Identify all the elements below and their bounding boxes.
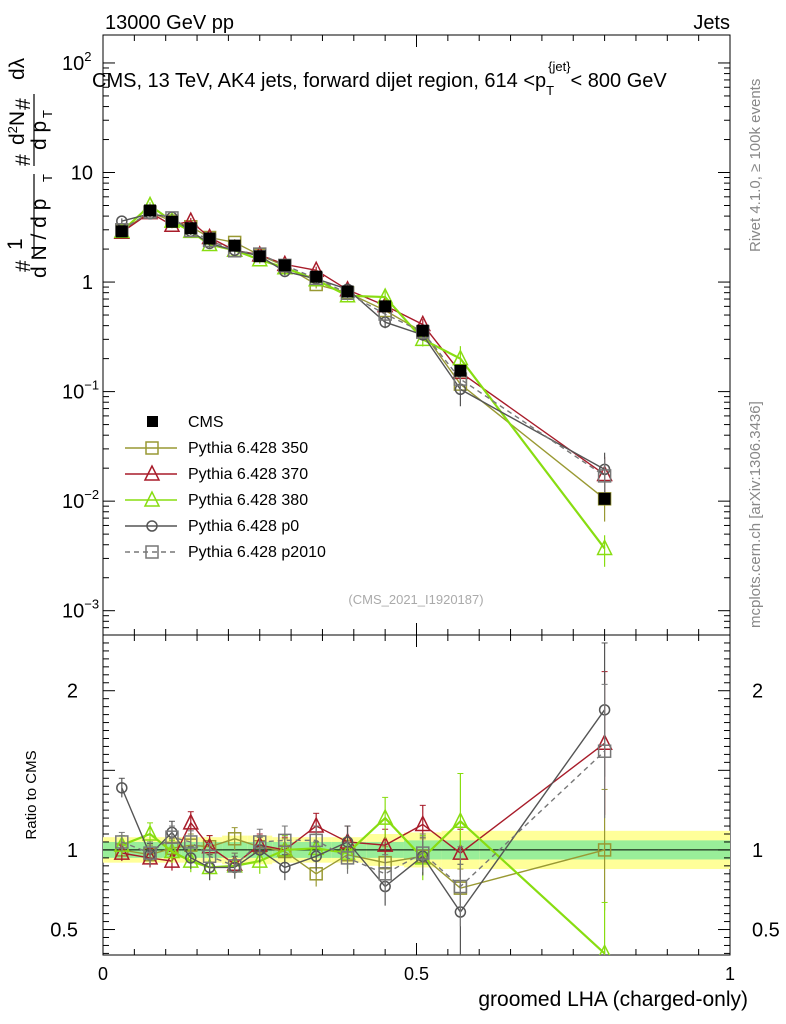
ratio-series-layer [113, 642, 613, 955]
y-tick-label: 1 [82, 272, 93, 294]
legend-series-marker [146, 520, 158, 532]
x-tick-label: 0.5 [404, 964, 429, 984]
cms-data-point [165, 215, 178, 228]
legend-series-label: Pythia 6.428 p0 [188, 518, 299, 535]
mcplots-label: mcplots.cern.ch [arXiv:1306.3436] [747, 401, 764, 628]
ratio-series-point [202, 849, 217, 864]
ratio-series-point [376, 808, 394, 825]
x-tick-label: 1 [725, 964, 735, 984]
ratio-series-point [279, 861, 291, 874]
analysis-watermark: (CMS_2021_I1920187) [348, 592, 483, 607]
ratio-series-point [163, 851, 181, 868]
legend-series-marker [143, 464, 161, 481]
header-jets-label: Jets [693, 12, 730, 34]
main-series-line [121, 211, 605, 477]
ratio-series-point [598, 943, 611, 955]
ratio-y-tick-label: 1 [67, 840, 78, 862]
ratio-series-line [121, 709, 606, 914]
ratio-series-line [121, 750, 606, 888]
legend-series-label: Pythia 6.428 350 [188, 440, 308, 457]
legend-series-label: Pythia 6.428 p2010 [188, 544, 326, 561]
ratio-series-point [163, 841, 181, 859]
main-series-layer [113, 195, 613, 567]
cms-data-point [416, 324, 429, 337]
main-y-axis-label: # 1 d N / d p T # d2N # d p T dλ [4, 57, 57, 278]
ratio-series-point [182, 813, 199, 830]
y-tick-label: 102 [62, 49, 91, 75]
ratio-series-point [184, 835, 198, 849]
legend-series-label: Pythia 6.428 370 [188, 466, 308, 483]
main-series-point [452, 348, 469, 366]
ratio-series-point [376, 835, 394, 852]
legend-cms-marker [147, 416, 158, 427]
cms-data-point [379, 300, 392, 313]
ratio-y-tick-label-right: 0.5 [752, 920, 780, 942]
cms-data-point [341, 285, 354, 298]
ratio-series-point [309, 833, 323, 848]
legend-series-marker [145, 441, 159, 455]
y-tick-label: 10 [71, 163, 93, 185]
ratio-series-point [414, 814, 431, 832]
x-tick-label: 0 [98, 964, 108, 984]
ratio-plot-frame [102, 634, 731, 956]
legend-cms-label: CMS [188, 414, 224, 431]
header-energy-label: 13000 GeV pp [105, 12, 234, 34]
ratio-series-point [141, 824, 159, 841]
cms-data-point [598, 492, 611, 505]
ratio-series-point [340, 851, 355, 865]
plot-title: CMS, 13 TeV, AK4 jets, forward dijet reg… [92, 59, 667, 98]
ratio-series-point [452, 811, 469, 829]
svg-text:# 1 d N / d p: # 1 d N / d p T # d2N # d p T dλ [4, 57, 57, 278]
y-tick-label: 10−2 [62, 487, 99, 513]
ratio-series-point [165, 830, 179, 844]
ratio-series-point [116, 782, 128, 794]
ratio-series-point [251, 851, 268, 868]
main-series-point [597, 469, 612, 483]
ratio-series-point [227, 832, 242, 846]
cms-data-point [144, 204, 157, 217]
ratio-series-point [453, 879, 468, 894]
ratio-y-tick-label: 0.5 [50, 920, 78, 942]
legend-series-marker [143, 490, 161, 507]
legend-series-marker [145, 545, 159, 559]
cms-data-point [454, 364, 467, 377]
ratio-series-point [253, 835, 267, 849]
ratio-series-point [227, 859, 242, 873]
ratio-series-point [597, 744, 612, 758]
ratio-series-point [115, 835, 129, 849]
main-series-line [121, 211, 606, 476]
cms-data-point [228, 239, 241, 252]
ratio-series-point [378, 867, 392, 881]
legend: CMS Pythia 6.428 350 Pythia 6.428 370 Pythi… [125, 414, 326, 561]
rivet-version-label: Rivet 4.1.0, ≥ 100k events [747, 79, 764, 252]
ratio-y-tick-label-right: 1 [752, 840, 763, 862]
cms-data-point [310, 270, 323, 283]
ratio-series-point [597, 843, 612, 857]
cms-data-point [278, 259, 291, 272]
ratio-series-point [143, 846, 157, 860]
x-axis-label: groomed LHA (charged-only) [478, 988, 748, 1011]
cms-data-point [253, 250, 266, 263]
ratio-series-point [278, 833, 292, 848]
ratio-y-axis-label: Ratio to CMS [23, 750, 40, 839]
cms-data-point [184, 222, 197, 235]
cms-data-point [203, 232, 216, 245]
legend-series-label: Pythia 6.428 380 [188, 492, 308, 509]
ratio-series-point [113, 843, 131, 860]
ratio-y-tick-label: 2 [67, 681, 78, 703]
main-series-point [596, 538, 613, 556]
y-tick-label: 10−3 [62, 597, 99, 623]
cms-data-point [115, 225, 128, 238]
ratio-y-tick-label-right: 2 [752, 681, 763, 703]
ratio-series-point [416, 846, 430, 860]
main-series-line [121, 213, 605, 470]
y-tick-label: 10−1 [62, 378, 99, 404]
axes-ticks: 0 0.5 1 102 10 1 10−1 10−2 10−3 0.5 0.5 1 1 2 2 [50, 35, 780, 984]
